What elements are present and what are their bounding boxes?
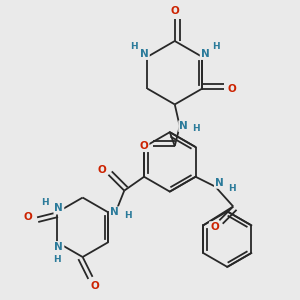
- Text: H: H: [53, 256, 61, 265]
- Text: O: O: [24, 212, 32, 222]
- Text: H: H: [192, 124, 200, 133]
- Text: O: O: [170, 6, 179, 16]
- Text: O: O: [210, 222, 219, 232]
- Text: H: H: [41, 198, 49, 207]
- Text: H: H: [130, 43, 137, 52]
- Text: N: N: [110, 207, 119, 218]
- Text: N: N: [201, 49, 210, 59]
- Text: O: O: [90, 281, 99, 291]
- Text: H: H: [124, 211, 132, 220]
- Text: N: N: [179, 121, 188, 131]
- Text: O: O: [228, 84, 236, 94]
- Text: O: O: [97, 165, 106, 175]
- Text: N: N: [55, 203, 63, 214]
- Text: H: H: [228, 184, 236, 193]
- Text: H: H: [212, 43, 220, 52]
- Text: N: N: [55, 242, 63, 252]
- Text: N: N: [140, 49, 149, 59]
- Text: N: N: [215, 178, 224, 188]
- Text: O: O: [140, 141, 148, 151]
